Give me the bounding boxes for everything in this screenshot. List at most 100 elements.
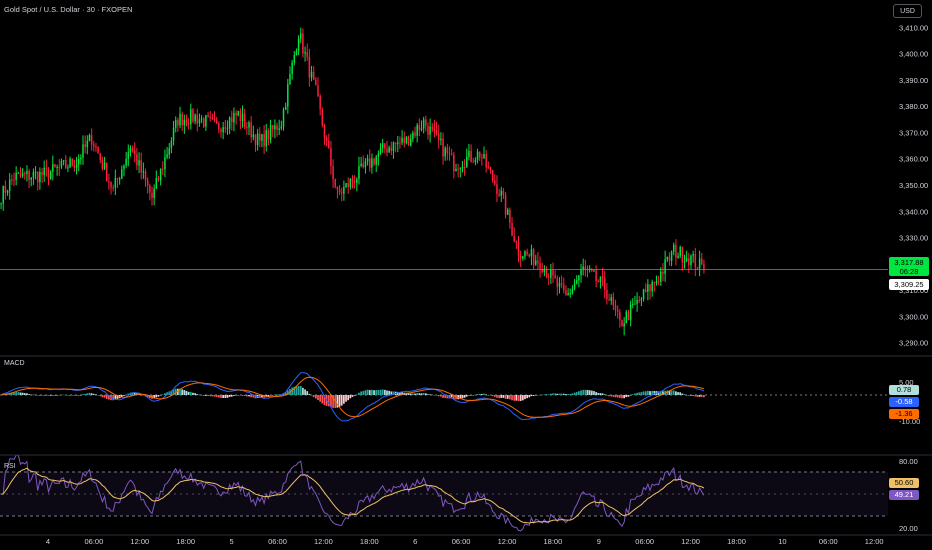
candle — [528, 253, 531, 258]
macd-histogram-bar — [623, 395, 626, 399]
macd-histogram-bar — [21, 392, 24, 395]
candle — [187, 117, 190, 130]
candle-body — [629, 304, 632, 321]
macd-histogram-bar — [276, 394, 278, 395]
candle — [108, 173, 110, 190]
macd-histogram-bar — [56, 395, 58, 396]
macd-histogram-bar — [396, 391, 399, 395]
time-tick-label: 18:00 — [176, 537, 195, 546]
candle-body — [403, 137, 405, 144]
candle-body — [580, 269, 582, 276]
candle — [575, 275, 578, 285]
macd-histogram-bar — [610, 395, 613, 397]
macd-histogram-bar — [642, 391, 645, 395]
candle — [614, 299, 617, 316]
candle — [466, 148, 468, 168]
candle-body — [261, 134, 263, 141]
candle-body — [228, 117, 231, 129]
macd-histogram-bar — [271, 395, 274, 396]
candle — [485, 149, 487, 173]
candle-body — [670, 251, 673, 261]
candle — [405, 136, 408, 145]
macd-histogram-bar — [183, 389, 186, 395]
candle — [681, 246, 684, 271]
candle-body — [19, 172, 22, 176]
candle-body — [692, 254, 694, 256]
candle — [112, 184, 114, 192]
macd-histogram-bar — [340, 395, 343, 406]
candle-body — [328, 140, 330, 149]
macd-histogram-bar — [681, 393, 684, 395]
candle-body — [123, 165, 125, 170]
candle-body — [459, 167, 462, 169]
currency-button[interactable]: USD — [893, 4, 922, 18]
macd-histogram-bar — [127, 393, 130, 395]
candle — [450, 148, 453, 156]
candle — [228, 116, 231, 135]
rsi-axis-label: 20.00 — [899, 524, 918, 533]
candle — [312, 66, 315, 81]
candle-body — [174, 119, 177, 128]
candle-body — [399, 142, 401, 144]
macd-histogram-bar — [517, 395, 520, 402]
time-tick-label: 06:00 — [819, 537, 838, 546]
macd-histogram-bar — [39, 395, 41, 396]
macd-label: MACD — [4, 360, 25, 367]
candle-body — [108, 181, 110, 183]
candle-body — [138, 160, 140, 166]
time-tick-label: 12:00 — [498, 537, 517, 546]
macd-histogram-bar — [194, 393, 196, 395]
candle — [496, 175, 498, 203]
candle — [99, 152, 102, 164]
candle-body — [243, 113, 246, 127]
candle-body — [446, 147, 449, 154]
macd-histogram-bar — [547, 394, 550, 395]
candle — [243, 108, 246, 130]
candle — [237, 110, 239, 117]
candle — [390, 141, 393, 156]
candle-body — [246, 126, 248, 128]
candle-body — [8, 179, 11, 191]
macd-histogram-bar — [123, 395, 125, 396]
macd-histogram-bar — [638, 392, 641, 395]
candle-body — [511, 222, 513, 236]
candle-body — [468, 150, 470, 158]
candle — [315, 77, 317, 86]
candle-body — [263, 134, 265, 147]
candle — [30, 177, 33, 187]
candle-body — [185, 119, 188, 124]
candle-body — [112, 187, 114, 189]
macd-histogram-bar — [491, 395, 494, 397]
macd-histogram-bar — [636, 392, 638, 395]
macd-histogram-bar — [222, 395, 225, 398]
macd-histogram-bar — [672, 390, 675, 395]
candle — [321, 107, 324, 128]
macd-axis-label: 5.00 — [899, 378, 914, 387]
candle — [295, 48, 298, 56]
candle — [343, 180, 345, 201]
candle — [608, 293, 610, 302]
candle-body — [170, 140, 173, 149]
macd-histogram-bar — [524, 395, 526, 400]
macd-histogram-bar — [392, 391, 395, 395]
time-tick-label: 12:00 — [681, 537, 700, 546]
candle — [573, 279, 576, 291]
candle-body — [116, 177, 119, 179]
candle — [491, 169, 494, 183]
candle — [500, 186, 503, 203]
macd-histogram-bar — [416, 393, 419, 395]
macd-histogram-bar — [351, 395, 354, 397]
candle — [535, 254, 537, 266]
macd-histogram-bar — [493, 395, 496, 397]
macd-histogram-bar — [521, 395, 524, 401]
candle — [114, 169, 117, 195]
candle-body — [672, 244, 675, 252]
candle-body — [304, 52, 306, 54]
candle-body — [563, 284, 565, 291]
time-tick-label: 06:00 — [268, 537, 287, 546]
candle — [86, 135, 89, 155]
candle — [170, 137, 173, 154]
macd-histogram-bar — [459, 395, 462, 399]
